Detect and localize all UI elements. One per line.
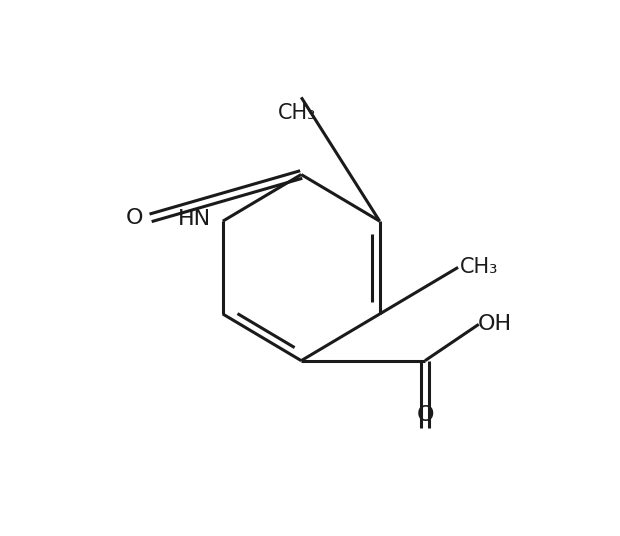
Text: CH₃: CH₃: [459, 257, 498, 277]
Text: O: O: [416, 405, 434, 425]
Text: CH₃: CH₃: [278, 103, 316, 123]
Text: OH: OH: [478, 314, 512, 334]
Text: HN: HN: [178, 209, 211, 229]
Text: O: O: [126, 208, 144, 228]
